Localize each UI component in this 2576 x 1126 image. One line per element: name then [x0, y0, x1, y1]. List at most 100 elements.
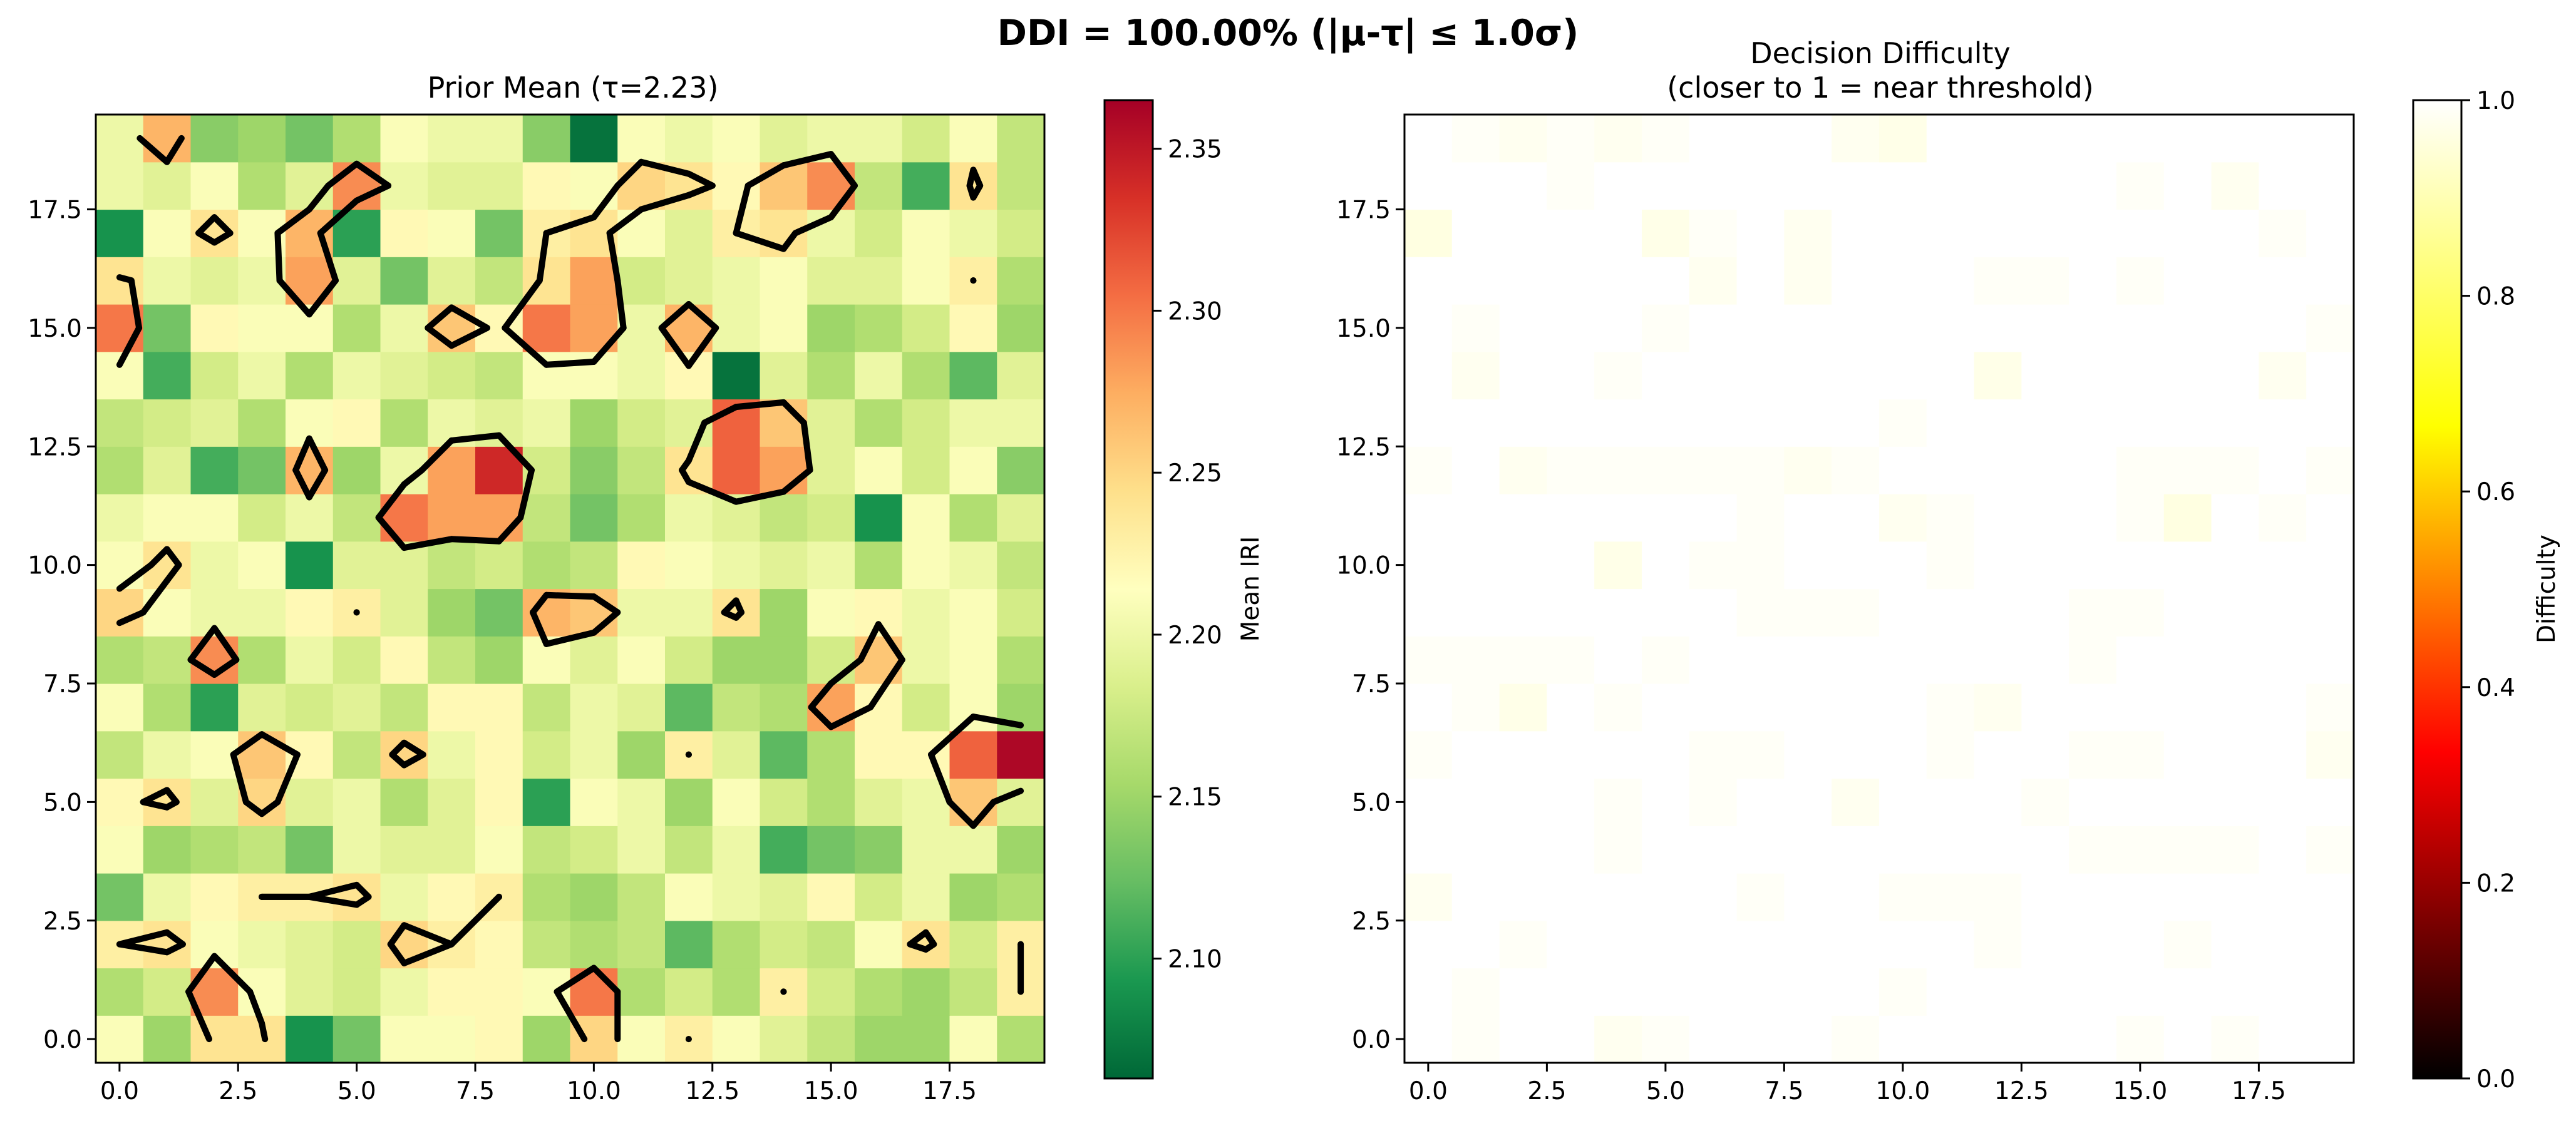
heatmap-cell	[1832, 541, 1880, 590]
heatmap-cell	[760, 920, 808, 969]
heatmap-cell	[1642, 257, 1690, 305]
heatmap-cell	[617, 588, 666, 637]
heatmap-cell	[855, 920, 903, 969]
heatmap-cell	[475, 778, 523, 826]
contour-segment	[195, 214, 218, 237]
heatmap-cell	[855, 968, 903, 1016]
heatmap-cell	[1451, 1015, 1500, 1063]
heatmap-cell	[1594, 636, 1642, 684]
heatmap-cell	[2211, 1015, 2259, 1063]
heatmap-cell	[712, 304, 761, 352]
contour-segment	[875, 621, 905, 663]
heatmap-cell	[712, 257, 761, 305]
heatmap-cell	[475, 161, 523, 210]
heatmap-cell	[1689, 730, 1738, 779]
heatmap-cell	[997, 494, 1045, 542]
heatmap-cell	[1689, 588, 1738, 637]
heatmap-cell	[286, 826, 334, 874]
heatmap-cell	[997, 161, 1045, 210]
heatmap-cell	[428, 351, 476, 400]
heatmap-cell	[2211, 873, 2259, 921]
heatmap-cell	[1451, 826, 1500, 874]
contour-segment	[259, 1020, 269, 1043]
contour-segment	[780, 467, 813, 495]
heatmap-cell	[96, 161, 144, 210]
heatmap-cell	[855, 115, 903, 163]
contour-segment	[780, 399, 807, 426]
heatmap-cell	[1499, 636, 1547, 684]
heatmap-cell	[1499, 257, 1547, 305]
heatmap-cell	[2259, 1015, 2307, 1063]
heatmap-cell	[1879, 446, 1927, 494]
y-tick-label: 5.0	[43, 789, 82, 817]
heatmap-cell	[2116, 778, 2165, 826]
heatmap-cell	[2306, 446, 2354, 494]
heatmap-cell	[238, 446, 286, 494]
heatmap-cell	[760, 730, 808, 779]
heatmap-cell	[2069, 351, 2117, 400]
heatmap-cell	[2306, 257, 2354, 305]
heatmap-cell	[332, 115, 381, 163]
heatmap-cell	[522, 873, 571, 921]
heatmap-cell	[1832, 209, 1880, 257]
heatmap-cell	[617, 778, 666, 826]
heatmap-cell	[522, 351, 571, 400]
heatmap-cell	[665, 778, 713, 826]
heatmap-cell	[2259, 494, 2307, 542]
heatmap-cell	[1784, 683, 1832, 732]
heatmap-cell	[475, 636, 523, 684]
heatmap-cell	[760, 636, 808, 684]
heatmap-cell	[190, 399, 239, 447]
heatmap-cell	[1784, 778, 1832, 826]
contour-segment	[230, 731, 265, 758]
heatmap-cell	[475, 920, 523, 969]
heatmap-cell	[2211, 446, 2259, 494]
heatmap-cell	[2306, 920, 2354, 969]
heatmap-cell	[2163, 257, 2212, 305]
colorbar-tick-label: 2.10	[1168, 946, 1222, 974]
contour-segment	[401, 922, 455, 948]
heatmap-cell	[428, 873, 476, 921]
heatmap-cell	[1499, 588, 1547, 637]
heatmap-cell	[1499, 920, 1547, 969]
heatmap-cell	[1594, 446, 1642, 494]
heatmap-cell	[949, 826, 997, 874]
heatmap-cell	[1642, 968, 1690, 1016]
heatmap-cell	[2069, 161, 2117, 210]
heatmap-cell	[522, 304, 571, 352]
contour-segment	[242, 799, 265, 817]
contour-segment	[543, 591, 597, 600]
heatmap-cell	[1879, 541, 1927, 590]
contour-segment	[638, 192, 692, 213]
heatmap-cell	[949, 968, 997, 1016]
heatmap-cell	[475, 494, 523, 542]
heatmap-cell	[143, 730, 192, 779]
heatmap-cell	[1879, 588, 1927, 637]
contour-segment	[140, 577, 170, 616]
heatmap-cell	[1642, 494, 1690, 542]
y-tick-label: 0.0	[43, 1026, 82, 1054]
heatmap-cell	[2259, 873, 2307, 921]
heatmap-cell	[760, 161, 808, 210]
heatmap-cell	[522, 494, 571, 542]
heatmap-cell	[96, 446, 144, 494]
heatmap-cell	[1404, 399, 1453, 447]
heatmap-cell	[997, 873, 1045, 921]
contour-segment	[448, 324, 490, 349]
heatmap-cell	[949, 1015, 997, 1063]
heatmap-cell	[286, 115, 334, 163]
heatmap-cell	[1642, 588, 1690, 637]
heatmap-cell	[1974, 1015, 2022, 1063]
heatmap-cell	[1926, 541, 1975, 590]
heatmap-cell	[143, 257, 192, 305]
heatmap-cell	[855, 541, 903, 590]
contour-segment	[401, 739, 426, 758]
heatmap-cell	[1451, 873, 1500, 921]
heatmap-cell	[1974, 826, 2022, 874]
heatmap-cell	[1547, 683, 1595, 732]
heatmap-cell	[1736, 115, 1785, 163]
heatmap-cell	[1879, 1015, 1927, 1063]
heatmap-cell	[2259, 541, 2307, 590]
heatmap-cell	[1926, 494, 1975, 542]
